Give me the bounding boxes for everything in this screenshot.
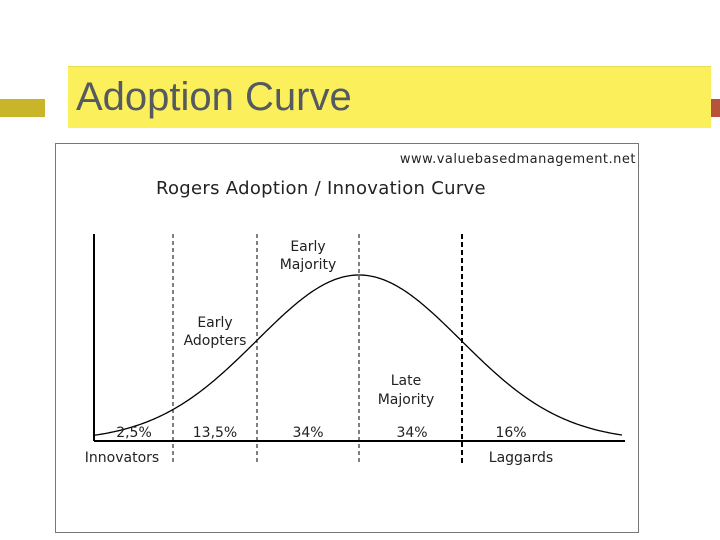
source-url: www.valuebasedmanagement.net [400,152,636,167]
bell-curve [93,274,623,436]
diagram-heading: Rogers Adoption / Innovation Curve [156,178,486,199]
label-early-majority-line-1: Early [290,239,325,255]
share-laggards: 16% [495,425,526,441]
accent-bar-left [0,99,45,117]
label-late-majority-line-1: Late [391,373,421,389]
title-band: Adoption Curve [68,66,711,128]
slide-title: Adoption Curve [76,75,352,119]
label-early-adopters-line-2: Adopters [184,333,247,349]
label-late-majority-line-2: Majority [378,392,435,408]
label-early-majority-line-2: Majority [280,257,337,273]
diagram-canvas: www.valuebasedmanagement.net Rogers Adop… [85,152,636,466]
share-late-majority: 34% [396,425,427,441]
label-early-adopters-line-1: Early [197,315,232,331]
label-innovators-line-1: Innovators [85,450,159,466]
share-early-majority: 34% [292,425,323,441]
share-early-adopters: 13,5% [193,425,237,441]
adoption-curve-diagram: www.valuebasedmanagement.net Rogers Adop… [55,143,639,533]
share-innovators: 2,5% [116,425,152,441]
label-laggards-line-1: Laggards [489,450,553,466]
accent-bar-right [711,99,720,117]
